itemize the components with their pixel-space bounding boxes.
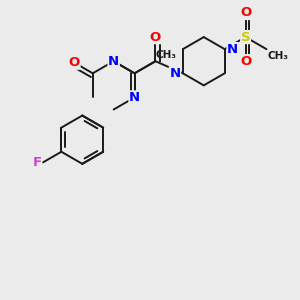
Text: O: O xyxy=(150,31,161,44)
Text: CH₃: CH₃ xyxy=(268,51,289,61)
Text: F: F xyxy=(32,156,41,169)
Text: O: O xyxy=(240,6,251,20)
Text: N: N xyxy=(169,67,181,80)
Text: O: O xyxy=(240,55,251,68)
Text: CH₃: CH₃ xyxy=(156,50,177,60)
Text: N: N xyxy=(108,55,119,68)
Text: N: N xyxy=(227,43,238,56)
Text: N: N xyxy=(129,91,140,104)
Text: S: S xyxy=(241,31,250,44)
Text: O: O xyxy=(69,56,80,69)
